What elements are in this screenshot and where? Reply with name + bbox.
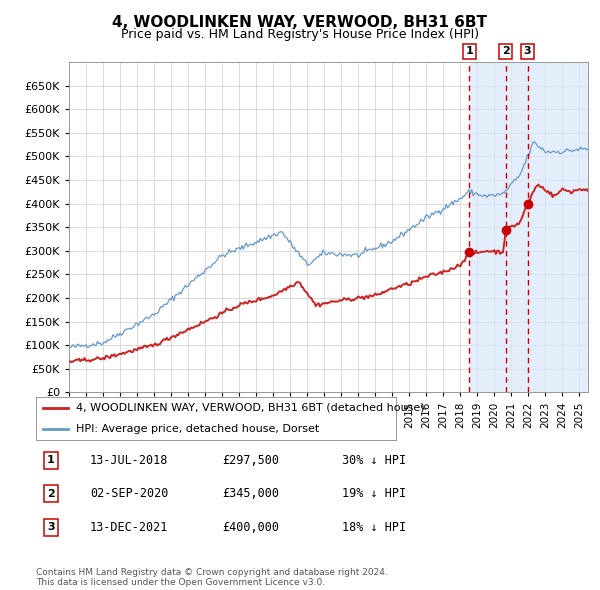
Text: HPI: Average price, detached house, Dorset: HPI: Average price, detached house, Dors… xyxy=(76,424,319,434)
Text: 2: 2 xyxy=(47,489,55,499)
Text: Contains HM Land Registry data © Crown copyright and database right 2024.
This d: Contains HM Land Registry data © Crown c… xyxy=(36,568,388,587)
Text: 13-DEC-2021: 13-DEC-2021 xyxy=(90,521,169,534)
Text: 19% ↓ HPI: 19% ↓ HPI xyxy=(342,487,406,500)
Text: Price paid vs. HM Land Registry's House Price Index (HPI): Price paid vs. HM Land Registry's House … xyxy=(121,28,479,41)
Bar xyxy=(469,62,588,392)
Text: 4, WOODLINKEN WAY, VERWOOD, BH31 6BT (detached house): 4, WOODLINKEN WAY, VERWOOD, BH31 6BT (de… xyxy=(76,403,424,412)
Text: £345,000: £345,000 xyxy=(222,487,279,500)
Text: 1: 1 xyxy=(47,455,55,465)
Text: 13-JUL-2018: 13-JUL-2018 xyxy=(90,454,169,467)
Text: 1: 1 xyxy=(466,47,473,57)
Text: 30% ↓ HPI: 30% ↓ HPI xyxy=(342,454,406,467)
Text: 4, WOODLINKEN WAY, VERWOOD, BH31 6BT: 4, WOODLINKEN WAY, VERWOOD, BH31 6BT xyxy=(113,15,487,30)
Text: 3: 3 xyxy=(524,47,532,57)
Text: £400,000: £400,000 xyxy=(222,521,279,534)
Text: 02-SEP-2020: 02-SEP-2020 xyxy=(90,487,169,500)
Text: 18% ↓ HPI: 18% ↓ HPI xyxy=(342,521,406,534)
Text: 2: 2 xyxy=(502,47,509,57)
Text: £297,500: £297,500 xyxy=(222,454,279,467)
Text: 3: 3 xyxy=(47,523,55,532)
